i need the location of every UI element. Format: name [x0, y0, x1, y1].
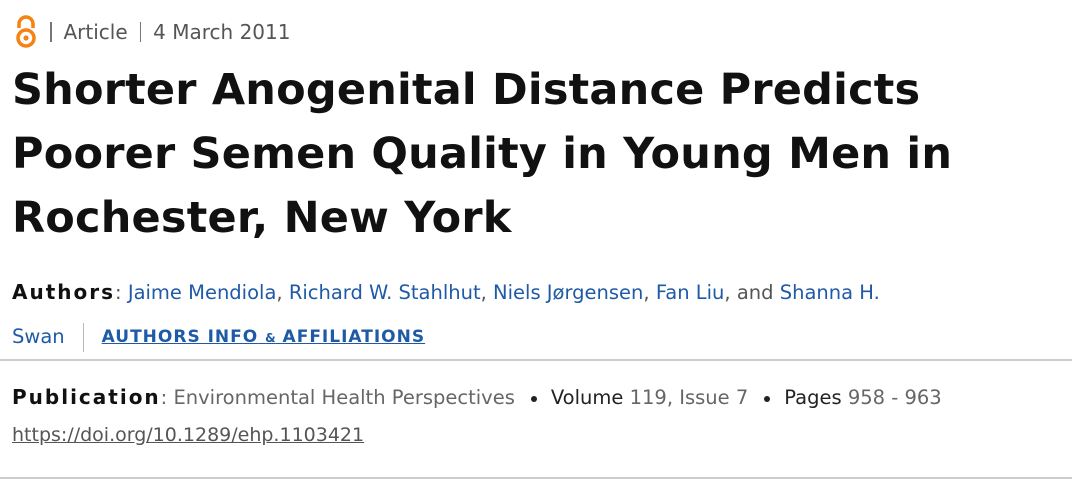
authors-label: Authors [12, 280, 116, 304]
separator [139, 22, 142, 42]
link-text: AUTHORS INFO [101, 327, 259, 347]
pages: 958 - 963 [847, 386, 942, 409]
author[interactable]: Jaime Mendiola [127, 281, 277, 304]
comma: , [480, 281, 487, 304]
author[interactable]: Niels Jørgensen [493, 281, 644, 304]
issue[interactable]: Issue 7 [679, 386, 749, 409]
bullet [530, 395, 537, 402]
author[interactable]: Richard W. Stahlhut [288, 281, 481, 304]
article-date: 4 March 2011 [153, 20, 291, 44]
pages-label: Pages [784, 386, 842, 409]
doi-link[interactable]: https://doi.org/10.1289/ehp.1103421 [12, 424, 365, 446]
journal[interactable]: Environmental Health Perspectives [173, 386, 515, 409]
volume: 119 [629, 386, 667, 409]
comma: , [643, 281, 650, 304]
author[interactable]: Fan Liu [655, 281, 725, 304]
divider [0, 477, 1072, 479]
author[interactable]: Shanna H. Swan [12, 281, 880, 348]
colon: : [160, 386, 168, 409]
comma: , [666, 386, 674, 409]
separator [50, 22, 52, 42]
comma: , [276, 281, 283, 304]
article-type: Article [63, 20, 128, 44]
bullet [764, 395, 771, 402]
authors: Authors: Jaime Mendiola, Richard W. Stah… [12, 270, 912, 359]
conjunction: and [736, 281, 774, 304]
authors-info-link[interactable]: AUTHORS INFO & AFFILIATIONS [82, 323, 426, 352]
open-access-icon [16, 15, 36, 48]
article-title: Shorter Anogenital Distance Predicts Poo… [12, 65, 953, 243]
article-meta: Article 4 March 2011 [14, 14, 290, 50]
volume-label: Volume [550, 386, 624, 409]
divider [0, 359, 1072, 361]
comma: , [724, 281, 731, 304]
publication-label: Publication [12, 385, 161, 409]
colon: : [115, 281, 122, 304]
link-text: & [265, 331, 276, 345]
publication: Publication: Environmental Health Perspe… [12, 378, 942, 417]
link-text: AFFILIATIONS [282, 327, 426, 347]
